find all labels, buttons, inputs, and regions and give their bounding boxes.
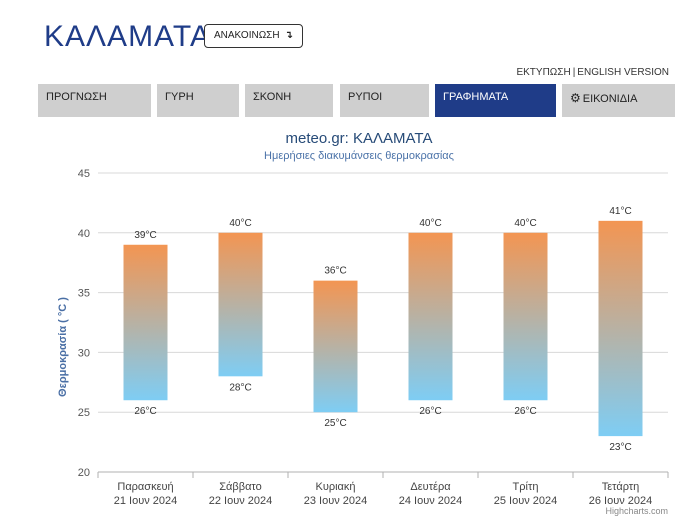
tab-dust-label: ΣΚΟΝΗ — [253, 91, 292, 103]
x-category-day: Τετάρτη — [602, 481, 640, 493]
min-temp-label: 25°C — [324, 418, 346, 429]
tab-dust[interactable]: ΣΚΟΝΗ — [245, 84, 333, 117]
temperature-range-bar[interactable] — [218, 232, 263, 377]
temperature-range-bar[interactable] — [598, 220, 643, 437]
chart-subtitle: Ημερήσιες διακυμάνσεις θερμοκρασίας — [264, 150, 454, 162]
max-temp-label: 40°C — [419, 218, 441, 229]
temperature-range-bar[interactable] — [408, 232, 453, 401]
x-category-date: 24 Ιουν 2024 — [399, 495, 463, 507]
print-link[interactable]: ΕΚΤΥΠΩΣΗ — [516, 67, 571, 78]
max-temp-label: 36°C — [324, 266, 346, 277]
tab-pollutants-label: ΡΥΠΟΙ — [348, 91, 383, 103]
tab-pollutants[interactable]: ΡΥΠΟΙ — [340, 84, 429, 117]
highcharts-credit[interactable]: Highcharts.com — [605, 506, 668, 516]
x-category-day: Τρίτη — [513, 481, 539, 493]
chart-title: meteo.gr: ΚΑΛΑΜΑΤΑ — [285, 130, 432, 147]
tab-icons-label: ΕΙΚΟΝΙΔΙΑ — [582, 93, 638, 105]
min-temp-label: 26°C — [514, 406, 536, 417]
y-tick-label: 35 — [78, 288, 90, 300]
temperature-chart: meteo.gr: ΚΑΛΑΜΑΤΑ Ημερήσιες διακυμάνσει… — [57, 130, 669, 516]
min-temp-label: 26°C — [134, 406, 156, 417]
announcement-label: ΑΝΑΚΟΙΝΩΣΗ — [214, 30, 280, 41]
tab-icons[interactable]: ⚙ ΕΙΚΟΝΙΔΙΑ — [562, 84, 675, 117]
temperature-range-bar[interactable] — [313, 280, 358, 413]
x-category-day: Δευτέρα — [410, 481, 451, 493]
x-category-date: 26 Ιουν 2024 — [589, 495, 653, 507]
link-separator: | — [572, 67, 576, 78]
x-category-date: 25 Ιουν 2024 — [494, 495, 558, 507]
max-temp-label: 40°C — [229, 218, 251, 229]
y-tick-label: 40 — [78, 228, 90, 240]
tab-charts-label: ΓΡΑΦΗΜΑΤΑ — [443, 91, 509, 103]
min-temp-label: 28°C — [229, 382, 251, 393]
max-temp-label: 41°C — [609, 206, 631, 217]
temperature-range-bar[interactable] — [123, 244, 168, 401]
x-category-day: Παρασκευή — [117, 481, 173, 493]
y-tick-label: 25 — [78, 407, 90, 419]
y-tick-label: 20 — [78, 467, 90, 479]
x-category-date: 21 Ιουν 2024 — [114, 495, 178, 507]
y-tick-label: 45 — [78, 168, 90, 180]
max-temp-label: 39°C — [134, 230, 156, 241]
x-category-day: Σάββατο — [219, 481, 261, 493]
english-version-link[interactable]: ENGLISH VERSION — [577, 67, 669, 78]
tab-forecast[interactable]: ΠΡΟΓΝΩΣΗ — [38, 84, 151, 117]
min-temp-label: 23°C — [609, 442, 631, 453]
y-axis-title: Θερμοκρασία ( °C ) — [57, 297, 69, 397]
temperature-range-bar[interactable] — [503, 232, 548, 401]
gear-icon: ⚙ — [570, 91, 581, 105]
x-category-date: 23 Ιουν 2024 — [304, 495, 368, 507]
tab-forecast-label: ΠΡΟΓΝΩΣΗ — [46, 91, 107, 103]
tab-pollen-label: ΓΥΡΗ — [165, 91, 194, 103]
tab-charts[interactable]: ΓΡΑΦΗΜΑΤΑ — [435, 84, 556, 117]
down-arrow-icon: ↴ — [284, 30, 293, 41]
x-category-day: Κυριακή — [315, 481, 355, 493]
max-temp-label: 40°C — [514, 218, 536, 229]
min-temp-label: 26°C — [419, 406, 441, 417]
top-links: ΕΚΤΥΠΩΣΗ | ENGLISH VERSION — [516, 67, 669, 78]
city-title: ΚΑΛΑΜΑΤΑ — [44, 20, 211, 53]
x-category-date: 22 Ιουν 2024 — [209, 495, 273, 507]
announcement-button[interactable]: ΑΝΑΚΟΙΝΩΣΗ ↴ — [204, 24, 303, 48]
y-tick-label: 30 — [78, 347, 90, 359]
tab-bar: ΠΡΟΓΝΩΣΗ ΓΥΡΗ ΣΚΟΝΗ ΡΥΠΟΙ ΓΡΑΦΗΜΑΤΑ ⚙ ΕΙΚ… — [38, 84, 675, 117]
tab-pollen[interactable]: ΓΥΡΗ — [157, 84, 239, 117]
